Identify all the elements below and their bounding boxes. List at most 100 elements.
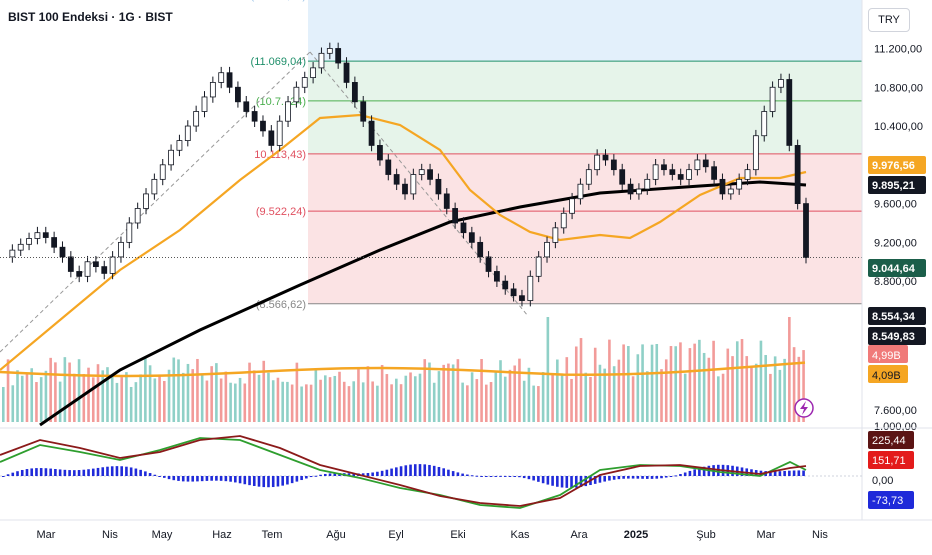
macd-badge-text: -73,73 [872,495,903,507]
volume-bar [44,370,48,422]
volume-bar [769,373,772,422]
volume-bar [219,378,223,422]
candle-body [719,178,726,195]
candle-body [243,101,250,112]
candle-body [761,111,768,137]
macd-histogram-bar [428,464,431,476]
volume-bar [267,372,270,422]
volume-bar [25,373,29,422]
macd-histogram-bar [669,476,673,477]
volume-bar [456,359,460,422]
volume-bar [447,363,450,422]
candle-body [209,82,216,98]
volume-bar [754,363,758,422]
volume-bar [688,348,692,422]
candle-body [669,169,676,175]
macd-histogram-bar [305,476,308,479]
macd-histogram-bar [461,473,464,476]
volume-bar [442,364,445,422]
volume-bar [238,377,242,422]
candle-body [126,222,133,243]
volume-bar [608,339,611,422]
volume-bar [286,381,289,422]
macd-histogram-bar [788,470,791,476]
candle-body [17,243,24,251]
price-badge [868,307,926,325]
candle-body [276,120,283,146]
volume-bar [177,359,180,422]
macd-histogram-bar [361,473,365,476]
volume-bar [783,358,786,422]
candle-body [268,130,275,146]
volume-bar [721,373,725,422]
candle-body [193,111,200,127]
candle-body [84,261,91,277]
candle-body [351,82,358,103]
candle-body [727,188,734,195]
candle-body [235,86,241,103]
volume-bar [759,340,763,422]
macd-histogram-bar [399,466,403,476]
macd-histogram-bar [200,476,204,482]
candle-body [585,169,592,185]
macd-histogram-bar [792,470,796,476]
volume-bar [674,346,678,422]
volume-bar [698,339,701,422]
x-tick-label: Eki [450,529,465,541]
candle-body [168,149,174,166]
trend-line-up [0,51,311,353]
candle-body [251,111,258,122]
price-badge [868,176,926,194]
volume-bar [432,382,436,422]
candle-body [9,249,16,258]
macd-histogram-bar [309,476,313,478]
candle-body [744,169,751,180]
macd-histogram-bar [551,476,554,486]
macd-histogram-bar [324,473,327,476]
macd-histogram-bar [11,472,15,476]
candle-body [402,183,408,195]
macd-histogram-bar [432,465,436,476]
macd-histogram-bar [139,469,142,476]
macd-histogram-bar [54,468,57,476]
volume-bar [622,344,625,422]
volume-badge [868,345,908,363]
macd-histogram-bar [612,476,616,480]
volume-bar [655,344,659,422]
macd-histogram-bar [205,476,209,481]
fib-label: (11.749,31) [251,0,306,2]
volume-bar [598,364,602,422]
candle-body [569,198,575,214]
macd-histogram-bar [110,466,114,476]
macd-histogram-bar [494,475,498,477]
volume-bar [518,358,521,422]
volume-bar [778,369,782,422]
volume-bar [584,372,588,422]
volume-bar [570,378,573,422]
volume-bar [413,376,417,422]
volume-bar [646,371,649,422]
volume-bar [158,374,161,422]
macd-histogram-bar [664,476,668,478]
volume-bar [262,360,266,422]
candle-body [644,178,651,190]
candle-body [34,232,41,239]
volume-bar [489,382,493,422]
macd-histogram-bar [608,476,611,481]
fib-zone-green [308,61,862,154]
volume-bar [636,354,640,422]
currency-selector[interactable]: TRY [868,8,910,32]
macd-histogram-bar [631,476,635,479]
macd-histogram-bar [627,476,630,479]
volume-bar [153,378,157,422]
candle-body [711,166,718,180]
volume-bar [319,379,322,422]
macd-histogram-bar [783,470,786,476]
signal-line [0,435,807,507]
macd-histogram-bar [778,471,782,476]
volume-bar [115,382,119,422]
macd-histogram-bar [560,476,564,488]
macd-histogram-bar [376,471,379,476]
